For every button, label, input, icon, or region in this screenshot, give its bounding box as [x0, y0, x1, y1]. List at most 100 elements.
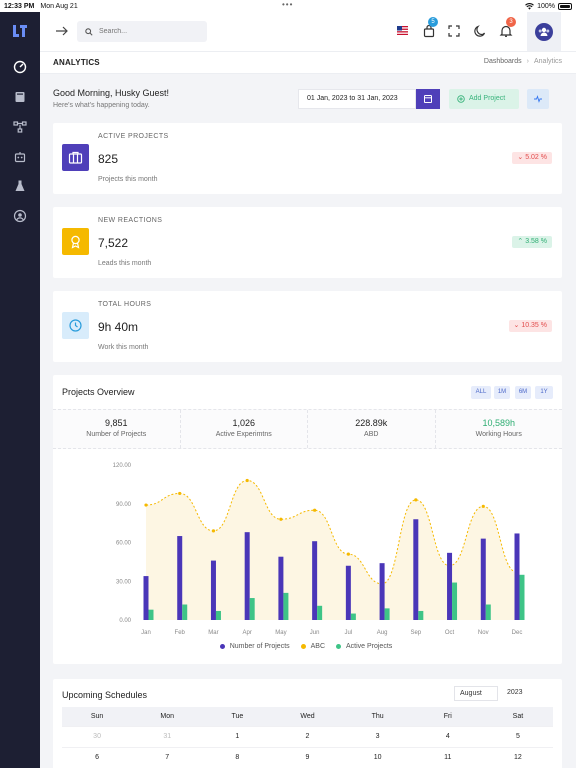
range-6m-button[interactable]: 6M: [515, 386, 531, 399]
calendar-day[interactable]: 2: [272, 725, 343, 747]
calendar-day[interactable]: 12: [482, 746, 553, 768]
workflow-icon[interactable]: [13, 120, 27, 134]
schedules-title: Upcoming Schedules: [62, 690, 148, 700]
notification-bell-icon[interactable]: [499, 24, 513, 38]
summary-item: 1,026 Active Experimtns: [181, 410, 308, 448]
bar-number-of-projects: [210, 560, 216, 620]
range-all-button[interactable]: ALL: [471, 386, 491, 399]
calendar-day[interactable]: 6: [62, 746, 133, 768]
calendar-day[interactable]: 3: [342, 725, 413, 747]
data-point-abc: [346, 552, 350, 556]
x-tick-label: Dec: [512, 630, 523, 636]
breadcrumb-dashboards[interactable]: Dashboards: [483, 58, 522, 65]
book-icon[interactable]: [13, 90, 27, 104]
data-point-abc: [481, 504, 485, 508]
bar-number-of-projects: [143, 576, 149, 620]
summary-item: 228.89k ABD: [308, 410, 436, 448]
calendar-day[interactable]: 11: [412, 746, 483, 768]
weekday-header: Sat: [482, 707, 553, 726]
calendar-day[interactable]: 10: [342, 746, 413, 768]
calendar-day[interactable]: 5: [482, 725, 553, 747]
plus-circle-icon: [457, 95, 465, 103]
weekday-header: Fri: [412, 707, 483, 726]
x-tick-label: Oct: [445, 630, 455, 636]
data-point-abc: [414, 498, 418, 502]
calendar-day[interactable]: 30: [62, 725, 133, 747]
x-tick-label: Jun: [310, 630, 320, 636]
multitask-dots-icon: •••: [282, 0, 294, 9]
y-tick-label: 120.00: [113, 463, 132, 469]
topbar: 5 3: [40, 12, 576, 52]
flask-icon[interactable]: [13, 179, 27, 193]
bar-number-of-projects: [447, 552, 453, 620]
area-fill-abc: [146, 480, 517, 620]
calendar-day[interactable]: 9: [272, 746, 343, 768]
fullscreen-icon[interactable]: [447, 24, 461, 38]
calendar-day[interactable]: 31: [132, 725, 203, 747]
change-badge: ⌄ 10.35 %: [508, 320, 552, 332]
legend-item[interactable]: Number of Projects: [219, 643, 293, 650]
stat-subtitle: Projects this month: [98, 176, 158, 183]
stat-icon-box: [62, 144, 89, 171]
stat-label: ACTIVE PROJECTS: [98, 133, 169, 140]
bar-active-projects: [249, 598, 255, 620]
search-box[interactable]: [77, 21, 207, 42]
greeting-title: Good Morning, Husky Guest!: [53, 88, 170, 98]
user-circle-icon[interactable]: [13, 209, 27, 223]
data-point-abc: [211, 529, 216, 533]
activity-button[interactable]: [527, 89, 549, 109]
toggle-sidebar-arrow-icon[interactable]: [55, 25, 69, 37]
logo-icon[interactable]: [12, 24, 28, 38]
x-tick-label: May: [275, 630, 286, 636]
page-title: ANALYTICS: [53, 58, 100, 67]
overview-summary: 9,851 Number of Projects 1,026 Active Expe…: [53, 409, 562, 449]
summary-label: Number of Projects: [86, 431, 147, 438]
calendar-day[interactable]: 4: [412, 725, 483, 747]
date-range-input[interactable]: 01 Jan, 2023 to 31 Jan, 2023: [298, 89, 416, 109]
calendar-day[interactable]: 1: [202, 725, 273, 747]
legend-item[interactable]: ABC: [300, 643, 328, 650]
dark-mode-moon-icon[interactable]: [473, 24, 487, 38]
breadcrumb-analytics: Analytics: [533, 58, 562, 65]
us-flag-icon[interactable]: [397, 26, 408, 35]
calendar-table: Sun Mon Tue Wed Thu Fri Sat 30 31 1 2 3 …: [62, 707, 553, 768]
avatar[interactable]: [535, 23, 553, 41]
stat-label: NEW REACTIONS: [98, 217, 163, 224]
range-1m-button[interactable]: 1M: [494, 386, 510, 399]
cart-badge: 5: [428, 17, 438, 27]
change-badge: ⌃ 3.58 %: [512, 236, 552, 248]
breadcrumb: Dashboards › Analytics: [483, 58, 562, 65]
award-icon: [71, 235, 80, 249]
y-tick-label: 90.00: [116, 502, 132, 508]
calendar-day[interactable]: 8: [202, 746, 273, 768]
calendar-button[interactable]: [416, 89, 440, 109]
bar-number-of-projects: [278, 556, 284, 620]
bar-active-projects: [350, 613, 356, 620]
user-group-icon: [538, 27, 550, 36]
search-input[interactable]: [99, 28, 199, 35]
briefcase-icon: [68, 151, 83, 164]
add-project-label: Add Project: [469, 95, 506, 102]
summary-label: Working Hours: [475, 431, 522, 438]
bar-number-of-projects: [413, 519, 419, 620]
battery-percent: 100%: [537, 2, 555, 10]
year-label[interactable]: 2023: [507, 689, 523, 696]
change-badge: ⌄ 5.02 %: [512, 152, 552, 164]
weekday-header: Wed: [272, 707, 343, 726]
user-menu[interactable]: [527, 12, 561, 51]
legend-item[interactable]: Active Projects: [335, 643, 395, 650]
x-tick-label: Mar: [208, 630, 218, 636]
search-icon: [85, 27, 93, 36]
add-project-button[interactable]: Add Project: [449, 89, 519, 109]
arrow-up-icon: ⌃: [517, 238, 526, 245]
robot-icon[interactable]: [13, 150, 27, 164]
stat-icon-box: [62, 228, 89, 255]
dashboard-gauge-icon[interactable]: [13, 60, 27, 74]
bar-active-projects: [215, 610, 221, 620]
month-select[interactable]: August: [454, 686, 498, 701]
x-tick-label: Jan: [141, 630, 151, 636]
x-tick-label: Apr: [243, 630, 252, 636]
status-time: 12:33 PM: [4, 2, 35, 10]
calendar-day[interactable]: 7: [132, 746, 203, 768]
range-1y-button[interactable]: 1Y: [535, 386, 553, 399]
